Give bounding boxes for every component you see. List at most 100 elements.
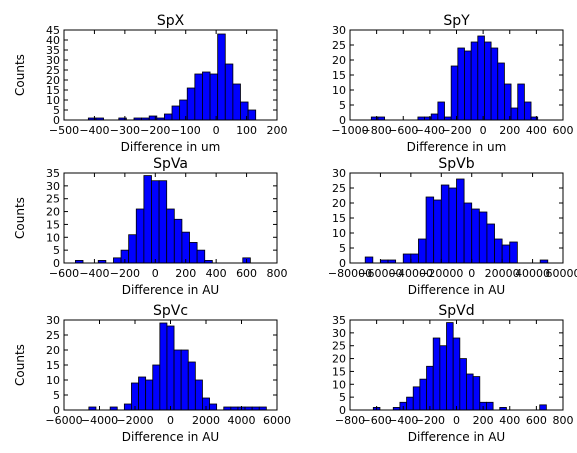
x-tick-label: −40000 xyxy=(389,267,433,280)
histogram-bar xyxy=(510,107,519,121)
x-tick-label: 20000 xyxy=(485,267,520,280)
y-tick-label: 45 xyxy=(46,24,60,37)
x-tick-label: 100 xyxy=(236,124,257,137)
x-axis-label: Difference in um xyxy=(407,140,507,154)
histogram-bar xyxy=(464,50,472,121)
histogram-bar xyxy=(494,238,503,264)
y-tick-label: 30 xyxy=(46,180,60,193)
histogram-panel-spvd: −800−600−400−200 0 200 400 600 80005101520253… xyxy=(332,303,574,444)
histogram-bar xyxy=(486,223,495,264)
histogram-bar xyxy=(166,208,175,264)
histogram-bar xyxy=(196,249,206,264)
y-tick-label: 15 xyxy=(46,359,60,372)
y-tick-label: 15 xyxy=(46,84,60,97)
histogram-bar xyxy=(209,403,218,411)
x-tick-label: 400 xyxy=(206,267,227,280)
y-tick-label: 25 xyxy=(46,193,60,206)
y-axis-label: Counts xyxy=(13,197,27,239)
x-tick-label: −80000 xyxy=(328,267,372,280)
y-tick-label: 0 xyxy=(339,257,346,270)
y-tick-label: 20 xyxy=(46,206,60,219)
x-tick-label: 800 xyxy=(553,414,574,427)
y-axis-label: Counts xyxy=(13,344,27,386)
y-tick-label: 25 xyxy=(332,182,346,195)
histogram-bar xyxy=(539,404,547,411)
histogram-bar xyxy=(158,180,168,264)
y-tick-label: 25 xyxy=(332,340,346,353)
histogram-bar xyxy=(171,105,181,121)
histogram-bar xyxy=(143,175,152,264)
axes-frame xyxy=(63,172,278,264)
x-tick-label: 600 xyxy=(553,124,574,137)
x-tick-label: −500 xyxy=(49,124,79,137)
histogram-bar xyxy=(425,196,435,264)
x-tick-label: −400 xyxy=(415,124,445,137)
histogram-bar xyxy=(166,325,175,411)
y-tick-label: 30 xyxy=(332,167,346,180)
histogram-bar xyxy=(181,231,190,264)
x-tick-label: −4000 xyxy=(81,414,118,427)
histogram-bar xyxy=(247,109,257,121)
histogram-panel-spvc: −6000−4000−2000 0 2000 4000 6000 0 5 10 15 20 25 30… xyxy=(13,303,291,444)
x-tick-label: 0 xyxy=(152,267,159,280)
histogram-panel-spva: −600 −400 −200 0 200 400 600 80005101520253035S… xyxy=(13,156,288,297)
histogram-bar xyxy=(194,73,203,121)
histogram-bar xyxy=(418,238,427,264)
histogram-bar xyxy=(364,256,374,264)
y-tick-label: 20 xyxy=(46,74,60,87)
x-tick-label: 40000 xyxy=(515,267,550,280)
x-tick-label: 6000 xyxy=(263,414,291,427)
histogram-bar xyxy=(180,349,189,411)
x-tick-label: 0 xyxy=(453,414,460,427)
y-tick-label: 15 xyxy=(46,218,60,231)
y-axis-label: Counts xyxy=(13,54,27,96)
histogram-bar xyxy=(186,87,196,121)
histogram-bar xyxy=(138,376,147,411)
x-axis-label: Difference in AU xyxy=(408,283,505,297)
histogram-bar xyxy=(509,241,518,264)
x-tick-label: −20000 xyxy=(419,267,463,280)
histogram-bar xyxy=(470,41,479,121)
x-tick-label: 400 xyxy=(499,414,520,427)
histogram-bar xyxy=(173,349,182,411)
histogram-bar xyxy=(145,379,154,411)
histogram-panel-spvb: −80000−60000−40000−20000 0 200004000060000… xyxy=(328,156,577,297)
y-tick-label: 15 xyxy=(332,212,346,225)
histogram-bar xyxy=(402,253,412,264)
histogram-bar xyxy=(131,382,139,411)
histogram-bar xyxy=(439,345,447,411)
y-tick-label: 30 xyxy=(46,54,60,67)
x-tick-label: 0 xyxy=(167,414,174,427)
x-tick-label: −600 xyxy=(362,414,392,427)
y-tick-label: 15 xyxy=(332,69,346,82)
histogram-bar xyxy=(410,253,419,264)
x-tick-label: −800 xyxy=(335,414,365,427)
axes-frame xyxy=(63,29,278,121)
histogram-bar xyxy=(463,202,473,264)
histogram-bar xyxy=(217,33,226,121)
x-tick-label: −200 xyxy=(415,414,445,427)
histogram-bar xyxy=(490,47,499,121)
histogram-bar xyxy=(123,403,132,411)
y-tick-label: 5 xyxy=(53,104,60,117)
x-tick-label: 800 xyxy=(267,267,288,280)
y-tick-label: 10 xyxy=(46,231,60,244)
y-tick-label: 10 xyxy=(46,94,60,107)
x-tick-label: −200 xyxy=(110,267,140,280)
x-tick-label: −6000 xyxy=(45,414,82,427)
y-tick-label: 30 xyxy=(46,314,60,327)
histogram-bar xyxy=(173,218,183,264)
histogram-bar xyxy=(523,101,532,121)
histogram-bar xyxy=(486,401,494,411)
x-tick-label: −2000 xyxy=(116,414,153,427)
histogram-bar xyxy=(152,364,161,411)
histogram-bar xyxy=(484,41,492,121)
x-tick-label: 0 xyxy=(468,267,475,280)
x-tick-label: 200 xyxy=(499,124,520,137)
y-tick-label: 30 xyxy=(332,327,346,340)
y-tick-label: 20 xyxy=(332,353,346,366)
histogram-bar xyxy=(419,378,427,411)
x-tick-label: −60000 xyxy=(358,267,402,280)
x-tick-label: 200 xyxy=(473,414,494,427)
